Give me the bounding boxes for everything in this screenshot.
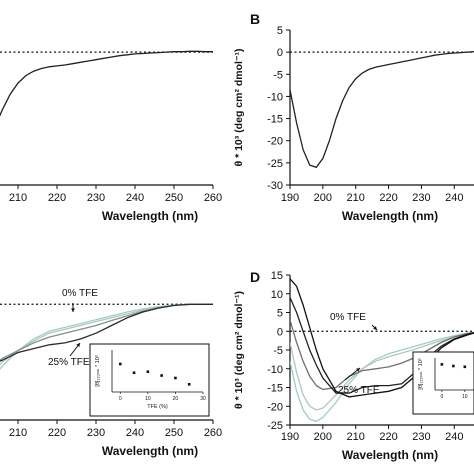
inset-x-tick-label: 10	[145, 396, 151, 402]
inset-data-point	[132, 371, 136, 375]
inset-x-title: TFE (%)	[147, 404, 168, 410]
cd-series-3-line	[290, 297, 474, 394]
y-tick-label: -20	[267, 136, 283, 148]
annotation-label: 25% TFE	[338, 385, 380, 396]
cd-series-0-line	[290, 331, 474, 423]
y-axis-title: θ * 10³ (deg cm² dmol⁻¹)	[233, 291, 245, 409]
x-tick-label: 210	[9, 427, 27, 439]
x-tick-label: 260	[204, 427, 222, 439]
x-tick-label: 240	[126, 427, 144, 439]
x-tick-label: 220	[48, 427, 66, 439]
inset-data-point	[452, 364, 455, 368]
y-tick-label: 0	[277, 47, 283, 59]
annotation-arrowhead	[71, 308, 75, 312]
x-axis-title: Wavelength (nm)	[102, 444, 198, 458]
inset-data-point	[187, 383, 191, 386]
inset-x-tick-label: 10	[462, 394, 468, 400]
x-tick-label: 250	[165, 427, 183, 439]
x-tick-label: 220	[379, 431, 397, 443]
annotation-label: 0% TFE	[62, 288, 98, 299]
x-tick-label: 250	[165, 192, 183, 204]
x-tick-label: 220	[379, 192, 397, 204]
y-tick-label: -10	[267, 364, 283, 376]
inset-data-point	[118, 362, 122, 366]
y-axis-title: θ * 10³ (deg cm² dmol⁻¹)	[233, 49, 245, 167]
annotation-arrowhead	[373, 326, 377, 330]
x-tick-label: 230	[412, 431, 430, 443]
inset-x-tick-label: 0	[119, 396, 122, 402]
y-tick-label: -20	[267, 401, 283, 413]
x-tick-label: 210	[347, 192, 365, 204]
cd-series-2-line	[290, 319, 474, 391]
x-tick-label: 230	[87, 427, 105, 439]
inset-data-point	[146, 370, 150, 373]
inset-y-title: [θ]₂₂₂ₙₘ * 10³	[418, 358, 424, 389]
y-tick-label: -25	[267, 420, 283, 432]
x-axis-title: Wavelength (nm)	[342, 448, 438, 462]
panel-d: 190 200 210 220 230 240 15 10 5 0 -5 -10 -15 -20 -25 Wa…	[233, 269, 474, 462]
x-tick-label: 240	[445, 192, 463, 204]
y-tick-label: 5	[277, 308, 283, 320]
x-axis-title: Wavelength (nm)	[102, 209, 198, 223]
cd-series-3-line	[0, 303, 213, 362]
annotation-label: 25% TFE	[48, 357, 90, 368]
cd-series-1-line	[290, 331, 474, 411]
x-tick-label: 200	[314, 192, 332, 204]
y-tick-label: 0	[277, 326, 283, 338]
inset-x-tick-label: 30	[200, 396, 206, 402]
y-tick-label: -15	[267, 114, 283, 126]
y-tick-label: -10	[267, 91, 283, 103]
inset-chart: 0 10 [θ]₂₂₂ₙₘ * 10³	[412, 351, 474, 415]
panel-a: 210 220 230 240 250 260 Wavelength (nm)	[0, 50, 222, 223]
inset-data-point	[160, 374, 163, 377]
y-tick-label: -5	[273, 345, 283, 357]
inset-data-point	[440, 363, 444, 366]
x-tick-label: 220	[48, 192, 66, 204]
inset-data-point	[463, 365, 467, 369]
inset-x-tick-label: 0	[440, 394, 443, 400]
annotation-label: 0% TFE	[330, 312, 366, 323]
inset-x-tick-label: 20	[173, 396, 179, 402]
cd-series-0-line	[0, 50, 213, 117]
inset-data-point	[174, 376, 177, 380]
inset-chart: 0 10 20 30 TFE (%) [θ]₂₂₂ₙₘ * 10³	[89, 343, 210, 417]
inset-frame	[412, 351, 474, 415]
x-tick-label: 190	[281, 431, 299, 443]
x-tick-label: 240	[445, 431, 463, 443]
annotation-arrowhead	[76, 343, 80, 347]
y-tick-label: 15	[271, 270, 283, 282]
inset-y-title: [θ]₂₂₂ₙₘ * 10³	[95, 355, 101, 386]
annotation-arrowhead	[356, 368, 360, 372]
cd-series-0-line	[290, 51, 474, 169]
y-tick-label: -30	[267, 180, 283, 192]
x-tick-label: 190	[281, 192, 299, 204]
panel-label: B	[250, 11, 260, 27]
x-tick-label: 260	[204, 192, 222, 204]
x-tick-label: 210	[9, 192, 27, 204]
x-tick-label: 200	[314, 431, 332, 443]
x-tick-label: 230	[412, 192, 430, 204]
x-tick-label: 230	[87, 192, 105, 204]
cd-series-4-line	[290, 278, 474, 398]
panel-b: 190 200 210 220 230 240 5 0 -5 -10 -15 -20 -25 -30 Wav…	[233, 11, 474, 223]
inset-frame	[89, 343, 210, 417]
y-tick-label: -15	[267, 383, 283, 395]
panel-c: 210 220 230 240 250 260 Wavelength (nm) 0% TFE 2…	[0, 288, 222, 458]
y-tick-label: -5	[273, 69, 283, 81]
x-tick-label: 240	[126, 192, 144, 204]
x-axis-title: Wavelength (nm)	[342, 209, 438, 223]
y-tick-label: -25	[267, 158, 283, 170]
x-tick-label: 210	[347, 431, 365, 443]
panel-label: D	[250, 269, 260, 285]
y-tick-label: 10	[271, 289, 283, 301]
y-tick-label: 5	[277, 25, 283, 37]
